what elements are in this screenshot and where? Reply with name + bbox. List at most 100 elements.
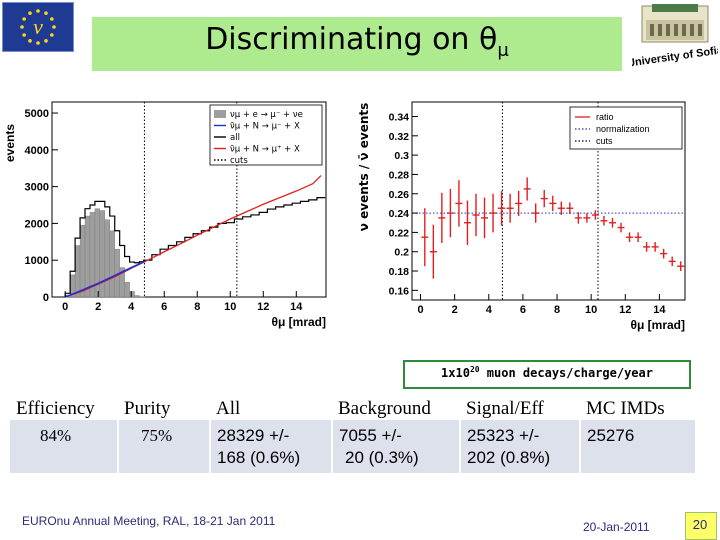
y-tick-label: 0.24 [389, 208, 410, 220]
cell-mc-imds: 25276 [580, 420, 697, 473]
signal-bar [129, 291, 135, 298]
footer-meeting: EUROnu Annual Meeting, RAL, 18-21 Jan 20… [22, 514, 276, 528]
x-tick-label: 8 [554, 304, 560, 316]
results-header-row: Efficiency Purity All Background Signal/… [10, 396, 696, 420]
header-background: Background [332, 396, 460, 420]
y-tick-label: 0 [43, 292, 49, 304]
cell-background: 7055 +/- 20 (0.3%) [332, 420, 461, 473]
eu-star [44, 39, 48, 43]
eu-star [52, 25, 56, 29]
x-tick-label: 6 [161, 301, 167, 313]
x-axis-label: θμ [mrad] [631, 318, 686, 332]
cell-purity: 75% [118, 420, 211, 473]
x-tick-label: 2 [95, 301, 101, 313]
mu-minus-series [64, 260, 145, 298]
y-tick-label: 0.3 [394, 150, 409, 162]
decay-rate-box [403, 360, 691, 389]
legend-entry: all [230, 133, 240, 143]
y-tick-label: 0.16 [389, 285, 410, 297]
cell-signal-line1: 25323 +/- [467, 426, 540, 445]
title-subscript: μ [497, 40, 509, 61]
eu-star [28, 39, 32, 43]
eu-star [22, 17, 26, 21]
legend-entry: normalization [596, 124, 650, 134]
x-tick-label: 14 [290, 301, 303, 313]
cell-signal-line2: 202 (0.8%) [467, 448, 551, 467]
x-tick-label: 14 [653, 304, 666, 316]
university-logo: University of Sofia [626, 2, 720, 70]
signal-bar [99, 210, 106, 298]
y-tick-label: 0.26 [389, 189, 410, 201]
y-tick-label: 0.34 [389, 111, 410, 123]
signal-bar [74, 245, 81, 298]
logo-text: University of Sofia [632, 44, 718, 68]
ratio-vs-angle-chart: 0 2 4 6 8 10 12 14 0.16 0.18 0.2 0.22 0.24 0.26 0.28 0.… [350, 95, 720, 335]
signal-bar [134, 295, 140, 298]
y-tick-label: 3000 [25, 182, 49, 194]
legend-swatch [214, 110, 226, 118]
legend-entry: cuts [230, 156, 248, 166]
cell-all-line2: 168 (0.6%) [217, 448, 301, 467]
x-tick-label: 0 [62, 301, 68, 313]
y-tick-label: 4000 [25, 145, 49, 157]
header-purity: Purity [118, 396, 210, 420]
y-tick-label: 2000 [25, 218, 49, 230]
all-events-series [64, 197, 326, 297]
header-all: All [210, 396, 332, 420]
x-tick-label: 10 [585, 304, 597, 316]
y-tick-label: 0.28 [389, 169, 410, 181]
events-vs-angle-chart: 0 2 4 6 8 10 12 14 0 1000 2000 3000 4000 5000 events θμ… [0, 95, 335, 335]
cell-efficiency: 84% [10, 420, 119, 473]
signal-bar [124, 282, 130, 298]
eu-star [44, 11, 48, 15]
eu-star [28, 11, 32, 15]
x-tick-label: 0 [417, 304, 423, 316]
legend-entry: ν̄μ + N → μ⁺ + X [230, 145, 300, 155]
signal-bar [84, 215, 91, 298]
legend-box [209, 104, 323, 166]
signal-bar [104, 219, 110, 298]
y-tick-label: 0.32 [389, 131, 410, 143]
svg-text:ν: ν [33, 14, 43, 39]
title-banner [92, 17, 622, 71]
y-axis-label: ν events / ν̄ events [357, 103, 371, 231]
x-tick-label: 4 [486, 304, 493, 316]
x-tick-label: 6 [520, 304, 526, 316]
y-tick-label: 0.22 [389, 227, 410, 239]
eu-star [22, 33, 26, 37]
header-signal-eff: Signal/Eff [460, 396, 580, 420]
cell-background-line2: 20 (0.3%) [345, 448, 419, 467]
eu-star [36, 41, 40, 45]
x-tick-label: 12 [619, 304, 631, 316]
y-axis-label: events [3, 124, 17, 162]
footer-date: 20-Jan-2011 [583, 520, 650, 534]
eu-star [36, 9, 40, 13]
eu-flag-logo: ν [2, 2, 74, 52]
decay-rate-note: 1x1020 muon decays/charge/year [441, 365, 653, 380]
x-axis-label: θμ [mrad] [272, 315, 327, 329]
page-number: 20 [692, 517, 708, 532]
cell-background-line1: 7055 +/- [339, 426, 402, 445]
x-tick-label: 10 [224, 301, 236, 313]
x-tick-label: 12 [257, 301, 269, 313]
y-tick-label: 5000 [25, 108, 49, 120]
cell-all-line1: 28329 +/- [217, 426, 290, 445]
legend-entry: νμ + e → μ⁻ + νe [230, 110, 303, 120]
legend-entry: cuts [596, 136, 613, 146]
signal-bar [109, 230, 115, 298]
y-tick-label: 0.18 [389, 266, 410, 278]
header-mc-imds: MC IMDs [580, 396, 696, 420]
legend-entry: ν̄μ + N → μ⁻ + X [230, 122, 300, 132]
x-tick-label: 8 [194, 301, 200, 313]
eu-flag-graphic: ν [20, 9, 56, 45]
page-title: Discriminating on θμ [205, 22, 509, 61]
cell-signal-eff: 25323 +/- 202 (0.8%) [460, 420, 581, 473]
eu-star [50, 17, 54, 21]
results-table: Efficiency Purity All Background Signal/… [10, 396, 697, 473]
eu-star [50, 33, 54, 37]
legend-box [569, 106, 683, 150]
y-tick-label: 0.2 [394, 247, 409, 259]
cell-all: 28329 +/- 168 (0.6%) [210, 420, 333, 473]
y-tick-label: 1000 [25, 255, 49, 267]
legend-entry: ratio [596, 112, 614, 122]
